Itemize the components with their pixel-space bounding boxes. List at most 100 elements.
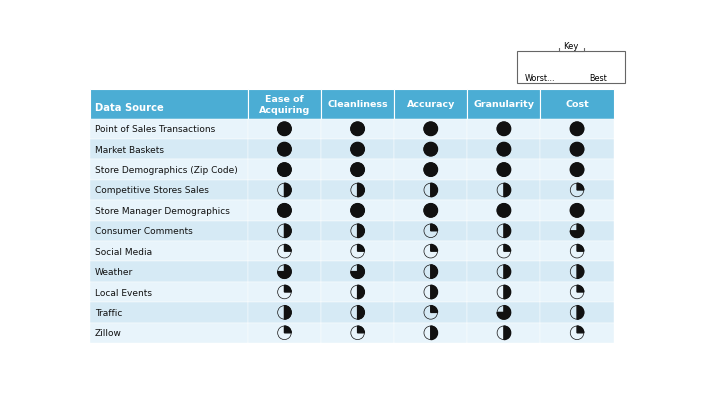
Bar	[394, 241, 467, 262]
Bar	[394, 282, 467, 303]
Circle shape	[277, 224, 291, 238]
Text: Competitive Stores Sales: Competitive Stores Sales	[95, 186, 208, 195]
Text: Consumer Comments: Consumer Comments	[95, 227, 192, 236]
Circle shape	[277, 204, 291, 217]
Wedge shape	[285, 326, 291, 333]
Circle shape	[497, 326, 510, 340]
Circle shape	[533, 57, 548, 72]
Text: Zillow: Zillow	[95, 328, 121, 337]
Bar	[394, 140, 467, 160]
Wedge shape	[504, 184, 510, 197]
Bar	[541, 221, 614, 241]
Bar	[321, 303, 394, 323]
Circle shape	[277, 143, 291, 157]
Circle shape	[277, 245, 291, 258]
Wedge shape	[504, 245, 510, 252]
Bar	[248, 180, 321, 201]
Bar	[394, 201, 467, 221]
Text: Social Media: Social Media	[95, 247, 152, 256]
Wedge shape	[577, 184, 584, 190]
Bar	[394, 303, 467, 323]
Bar	[248, 241, 321, 262]
Circle shape	[424, 245, 438, 258]
Bar	[90, 303, 248, 323]
FancyBboxPatch shape	[559, 41, 584, 52]
Circle shape	[570, 184, 584, 197]
Wedge shape	[577, 245, 584, 252]
Text: Point of Sales Transactions: Point of Sales Transactions	[95, 125, 215, 134]
Bar	[90, 201, 248, 221]
Circle shape	[497, 143, 510, 157]
Circle shape	[497, 204, 510, 217]
Circle shape	[424, 143, 438, 157]
Bar	[541, 262, 614, 282]
Text: Local Events: Local Events	[95, 288, 152, 297]
Text: Weather: Weather	[95, 267, 133, 277]
Circle shape	[277, 163, 291, 177]
Circle shape	[277, 123, 291, 136]
Text: Key: Key	[563, 42, 579, 51]
Text: Cleanliness: Cleanliness	[328, 100, 388, 109]
Bar	[394, 180, 467, 201]
Circle shape	[424, 123, 438, 136]
Bar	[467, 303, 541, 323]
Bar	[248, 221, 321, 241]
Wedge shape	[577, 286, 584, 292]
Circle shape	[424, 326, 438, 340]
FancyBboxPatch shape	[517, 52, 626, 84]
Circle shape	[424, 143, 438, 157]
Wedge shape	[431, 224, 438, 231]
Circle shape	[351, 265, 364, 279]
Circle shape	[570, 265, 584, 279]
Bar	[394, 119, 467, 140]
Circle shape	[424, 204, 438, 217]
Circle shape	[351, 184, 364, 197]
Wedge shape	[504, 265, 510, 279]
Circle shape	[570, 204, 584, 217]
Circle shape	[351, 163, 364, 177]
Wedge shape	[431, 326, 438, 340]
Wedge shape	[541, 57, 548, 64]
Wedge shape	[358, 224, 364, 238]
Text: Ease of
Acquiring: Ease of Acquiring	[259, 95, 310, 114]
Circle shape	[424, 123, 438, 136]
Text: Traffic: Traffic	[95, 308, 122, 317]
Bar	[321, 241, 394, 262]
Bar	[90, 282, 248, 303]
Bar	[90, 180, 248, 201]
Circle shape	[570, 123, 584, 136]
Bar	[321, 160, 394, 180]
Circle shape	[351, 163, 364, 177]
Wedge shape	[504, 326, 510, 340]
Circle shape	[351, 143, 364, 157]
Circle shape	[497, 123, 510, 136]
Bar	[467, 140, 541, 160]
Circle shape	[497, 143, 510, 157]
Circle shape	[497, 245, 510, 258]
Circle shape	[424, 163, 438, 177]
Bar	[90, 160, 248, 180]
Wedge shape	[358, 306, 364, 320]
Bar	[248, 303, 321, 323]
Circle shape	[277, 306, 291, 320]
Wedge shape	[431, 306, 438, 313]
Circle shape	[424, 163, 438, 177]
Circle shape	[424, 286, 438, 299]
Circle shape	[277, 265, 291, 279]
Bar	[90, 221, 248, 241]
Circle shape	[351, 204, 364, 217]
Bar	[321, 201, 394, 221]
Circle shape	[351, 245, 364, 258]
Bar	[248, 262, 321, 282]
Wedge shape	[285, 224, 291, 238]
Bar	[541, 119, 614, 140]
Text: Granularity: Granularity	[474, 100, 534, 109]
Bar	[248, 282, 321, 303]
Circle shape	[497, 184, 510, 197]
Circle shape	[591, 57, 606, 72]
Bar	[467, 160, 541, 180]
Circle shape	[277, 204, 291, 217]
Bar	[467, 241, 541, 262]
Circle shape	[351, 123, 364, 136]
Bar	[90, 119, 248, 140]
